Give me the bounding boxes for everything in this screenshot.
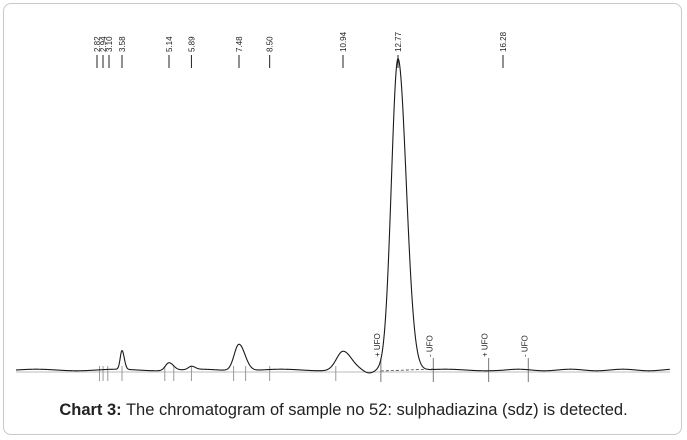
figure-frame <box>3 3 682 435</box>
retention-time-label: 10.94 <box>339 31 348 52</box>
integration-event-label: + UFO <box>373 333 382 357</box>
retention-time-label: 16.28 <box>499 31 508 52</box>
retention-time-label: 8.50 <box>266 36 275 52</box>
retention-time-label: 2.94 <box>99 36 108 52</box>
caption-label: Chart 3: <box>59 401 122 419</box>
chromatogram-chart: + UFO - UFO + UFO - UFO 2.822.943.10 3.58 5.1… <box>15 31 670 382</box>
chromatogram-trace <box>15 57 670 374</box>
peak-integration-baseline <box>380 368 434 372</box>
integration-event-label: + UFO <box>481 333 490 357</box>
retention-time-label: 2.82 <box>93 36 102 52</box>
integration-event-label: - UFO <box>520 335 529 357</box>
retention-time-label: 5.14 <box>165 36 174 52</box>
retention-time-label: 5.89 <box>187 36 196 52</box>
integration-event-label: - UFO <box>425 335 434 357</box>
retention-time-label: 3.58 <box>118 36 127 52</box>
figure-caption: Chart 3: The chromatogram of sample no 5… <box>0 401 687 420</box>
retention-time-label: 7.48 <box>235 36 244 52</box>
caption-text: The chromatogram of sample no 52: sulpha… <box>125 401 628 419</box>
retention-time-label: 12.77 <box>394 31 403 52</box>
retention-time-label: 3.10 <box>105 36 114 52</box>
